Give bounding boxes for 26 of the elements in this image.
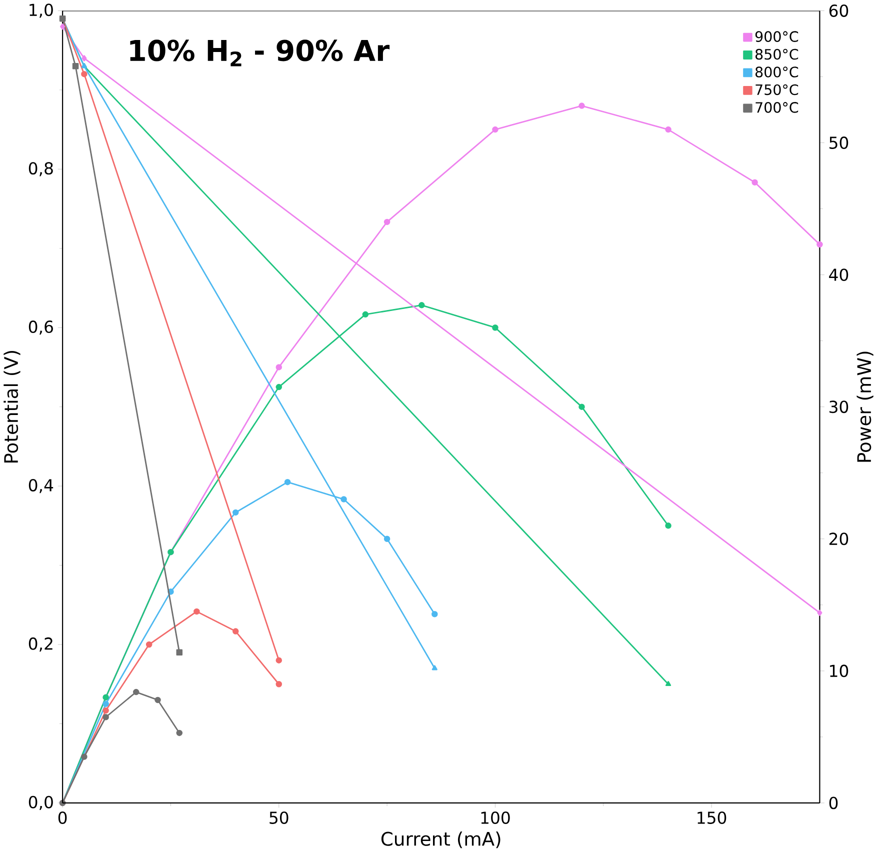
- legend-label: 750°C: [756, 84, 798, 96]
- legend-label: 850°C: [755, 48, 798, 60]
- x-tick-label: 150: [698, 812, 726, 824]
- y2-tick-label: 0: [829, 796, 838, 810]
- y-tick-label: 0,6: [28, 320, 53, 335]
- text: 10% H$_{2}$ - 90% Ar: [130, 40, 390, 66]
- legend-label: 900°C: [755, 31, 798, 42]
- x-axis-title: Current (mA): [381, 832, 500, 848]
- y-tick-label: 0,8: [28, 162, 53, 176]
- x-tick-label: 100: [481, 812, 510, 824]
- y2-tick-label: 20: [829, 532, 848, 546]
- y2-tick-label: 50: [830, 136, 848, 150]
- legend-label: 700°C: [756, 102, 798, 113]
- y-tick-label: 0,0: [28, 796, 53, 810]
- y2-tick-label: 40: [829, 268, 848, 282]
- y-tick-label: 0,2: [28, 638, 52, 652]
- legend-label: 800°C: [755, 66, 798, 78]
- y2-tick-label: 30: [830, 400, 848, 414]
- y-tick-label: 0,4: [28, 479, 54, 494]
- y2-tick-label: 60: [829, 4, 848, 18]
- y-tick-label: 1,0: [30, 4, 53, 18]
- x-tick-label: 50: [270, 812, 288, 824]
- x-tick-label: 0: [58, 812, 67, 824]
- y2-axis-title: Power (mW): [856, 352, 874, 462]
- y-axis-title: Potential (V): [4, 351, 20, 463]
- y2-tick-label: 10: [830, 664, 848, 678]
